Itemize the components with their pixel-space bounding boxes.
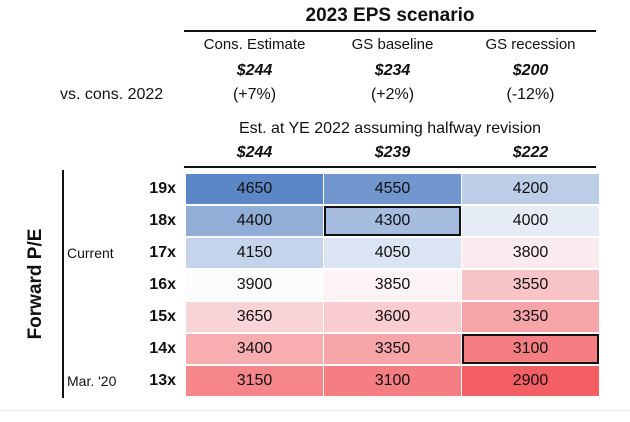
vs-cons-label: vs. cons. 2022 xyxy=(60,86,164,103)
pe-row-label: 14x xyxy=(149,340,176,357)
ye-subtitle: Est. at YE 2022 assuming halfway revisio… xyxy=(238,120,542,137)
axis-bracket-line xyxy=(62,170,64,398)
pe-row-label: 18x xyxy=(149,212,176,229)
scenario-name-gs-baseline: GS baseline xyxy=(351,36,434,53)
pe-row-label: 19x xyxy=(149,180,176,197)
heatmap-cell: 4150 xyxy=(186,238,323,268)
row-note: Mar. '20 xyxy=(67,373,117,389)
heatmap-cell: 3400 xyxy=(186,334,323,364)
header-rule xyxy=(184,166,596,168)
bottom-divider xyxy=(0,410,630,411)
scenario-change-cons: (+7%) xyxy=(232,86,277,103)
heatmap-cell: 3650 xyxy=(186,302,323,332)
heatmap-cell: 4300 xyxy=(324,206,461,236)
row-note: Current xyxy=(67,245,114,261)
ye-value-gs-recession: $222 xyxy=(512,144,549,161)
title-rule xyxy=(184,30,596,32)
heatmap-cell: 3100 xyxy=(462,334,599,364)
scenario-change-gs-recession: (-12%) xyxy=(506,86,555,103)
heatmap-cell: 2900 xyxy=(462,366,599,396)
pe-row-label: 17x xyxy=(149,244,176,261)
scenario-change-gs-baseline: (+2%) xyxy=(370,86,415,103)
chart-title: 2023 EPS scenario xyxy=(305,5,475,26)
heatmap-cell: 4050 xyxy=(324,238,461,268)
heatmap-cell: 3900 xyxy=(186,270,323,300)
heatmap-cell: 4400 xyxy=(186,206,323,236)
pe-row-label: 16x xyxy=(149,276,176,293)
heatmap-cell: 3550 xyxy=(462,270,599,300)
scenario-name-gs-recession: GS recession xyxy=(485,36,576,53)
heatmap-cell: 3350 xyxy=(324,334,461,364)
heatmap-cell: 4550 xyxy=(324,174,461,204)
heatmap-cell: 4000 xyxy=(462,206,599,236)
scenario-eps-gs-recession: $200 xyxy=(512,62,549,79)
heatmap-cell: 3350 xyxy=(462,302,599,332)
pe-row-label: 15x xyxy=(149,308,176,325)
ye-value-gs-baseline: $239 xyxy=(374,144,411,161)
heatmap-cell: 3850 xyxy=(324,270,461,300)
heatmap-cell: 3600 xyxy=(324,302,461,332)
ye-value-cons: $244 xyxy=(236,144,273,161)
heatmap-cell: 4200 xyxy=(462,174,599,204)
heatmap-cell: 3150 xyxy=(186,366,323,396)
heatmap-cell: 4650 xyxy=(186,174,323,204)
scenario-name-cons: Cons. Estimate xyxy=(203,36,306,53)
scenario-eps-gs-baseline: $234 xyxy=(374,62,411,79)
heatmap-cell: 3800 xyxy=(462,238,599,268)
pe-row-label: 13x xyxy=(149,372,176,389)
heatmap-cell: 3100 xyxy=(324,366,461,396)
scenario-eps-cons: $244 xyxy=(236,62,273,79)
y-axis-title: Forward P/E xyxy=(25,228,46,340)
